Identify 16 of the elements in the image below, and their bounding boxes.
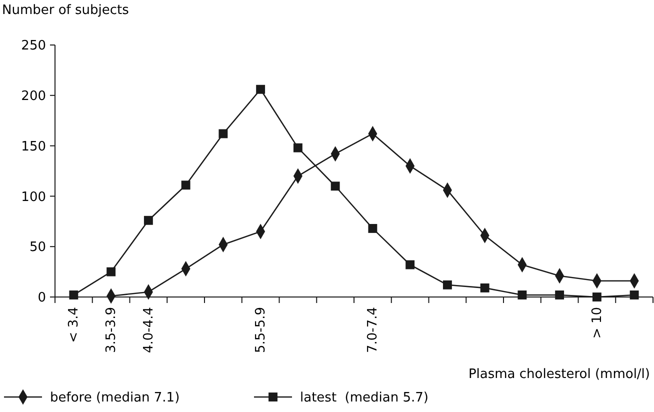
legend-label: before (median 7.1)	[50, 390, 180, 406]
x-axis-title: Plasma cholesterol (mmol/l)	[468, 367, 650, 382]
y-tick-label: 250	[21, 38, 46, 54]
y-tick-label: 150	[21, 139, 46, 154]
x-tick-label: 3.5-3.9	[104, 307, 120, 354]
legend-label: latest (median 5.7)	[300, 390, 428, 406]
y-tick-label: 100	[21, 190, 46, 205]
x-tick-label: 7.0-7.4	[366, 307, 381, 354]
x-tick-label: 5.5-5.9	[254, 307, 269, 354]
y-axis-title: Number of subjects	[2, 3, 130, 18]
y-tick-label: 0	[38, 290, 46, 306]
y-tick-label: 50	[29, 240, 46, 256]
x-tick-label: > 10	[590, 307, 605, 339]
y-tick-label: 200	[21, 88, 46, 104]
x-tick-label: 4.0-4.4	[141, 307, 156, 354]
x-tick-label: < 3.4	[66, 307, 82, 343]
